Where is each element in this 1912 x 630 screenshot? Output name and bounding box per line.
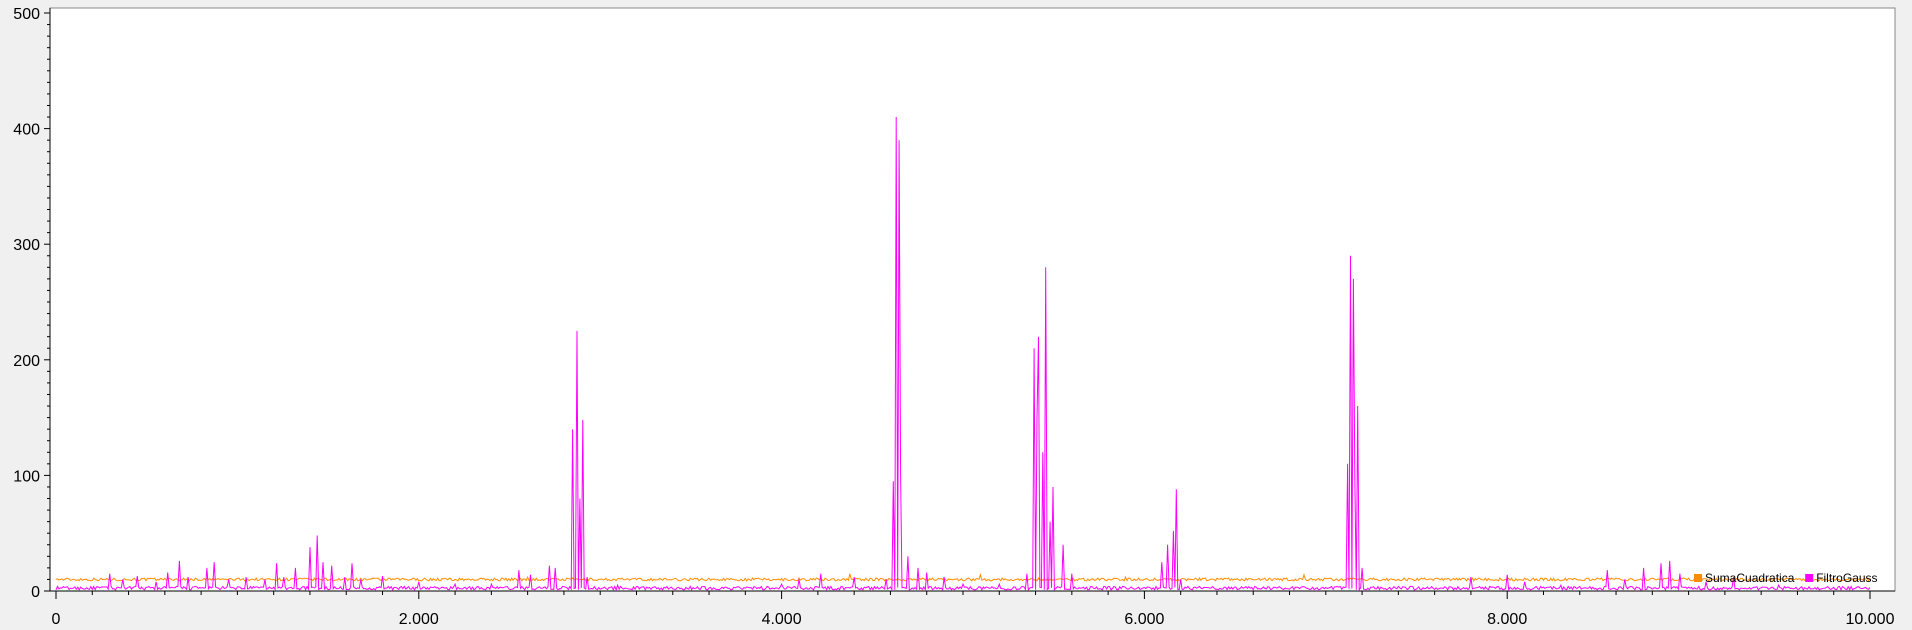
y-tick-label: 500 xyxy=(13,6,40,23)
legend-label-sumacuadratica: SumaCuadratica xyxy=(1705,571,1795,585)
x-tick-label: 0 xyxy=(52,611,61,628)
x-tick-label: 6.000 xyxy=(1124,611,1164,628)
legend-label-filtrogauss: FiltroGauss xyxy=(1816,571,1877,585)
series-line-sumacuadratica xyxy=(55,573,1871,582)
y-tick-label: 200 xyxy=(13,353,40,370)
x-tick-label: 8.000 xyxy=(1487,611,1527,628)
legend-swatch-filtrogauss xyxy=(1805,574,1814,582)
series-layer xyxy=(55,116,1871,592)
x-tick-label: 4.000 xyxy=(762,611,802,628)
axis-ticks: 0 100 200 300 400 500 0 2.000 4.000 6.000 8.000 10.… xyxy=(13,6,1894,628)
y-tick-label: 100 xyxy=(13,468,40,485)
y-tick-label: 0 xyxy=(31,584,40,601)
legend: SumaCuadratica FiltroGauss xyxy=(1694,571,1878,585)
legend-swatch-sumacuadratica xyxy=(1694,574,1702,582)
x-tick-label: 10.000 xyxy=(1846,611,1895,628)
y-tick-label: 400 xyxy=(13,122,40,139)
y-tick-label: 300 xyxy=(13,237,40,254)
series-line-filtrogauss xyxy=(55,116,1871,592)
plot-area xyxy=(49,7,1896,592)
x-tick-label: 2.000 xyxy=(399,611,439,628)
